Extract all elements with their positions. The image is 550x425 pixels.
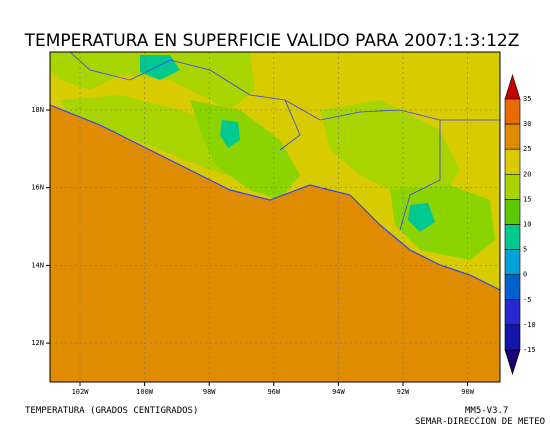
map-title: TEMPERATURA EN SUPERFICIE VALIDO PARA 20… [24,31,520,51]
lat-label: 16N [31,184,44,192]
lon-label: 92W [397,388,410,396]
colorbar-label: -5 [523,296,531,304]
colorbar-label: 25 [523,145,531,153]
colorbar-segment [504,123,521,150]
map-field [50,52,500,382]
colorbar-segment [504,148,521,175]
graticule [50,52,500,382]
colorbar-label: 0 [523,271,527,279]
colorbar-label: 10 [523,221,531,229]
map-frame [49,51,501,383]
lat-label: 18N [31,106,44,114]
colorbar-segment [504,224,521,250]
colorbar-segment [504,174,521,200]
colorbar-segment [504,249,521,276]
model-label: MM5-V3.7 [465,406,508,416]
colorbar: 35 30 25 20 15 10 5 0 -5 -10 -15 [504,73,536,376]
colorbar-label: 15 [523,195,531,203]
lon-label: 96W [267,388,280,396]
lon-label: 90W [461,388,474,396]
lat-label: 12N [31,339,44,347]
colorbar-segment [504,98,521,125]
colorbar-cap [504,73,521,100]
colorbar-label: -10 [523,321,536,329]
colorbar-label: 20 [523,170,531,178]
colorbar-label: 35 [523,95,531,103]
source-label: SEMAR-DIRECCION DE METEO [415,417,545,425]
colorbar-segment [504,299,521,326]
colorbar-cap [504,349,521,376]
colorbar-label: 30 [523,120,531,128]
lon-label: 100W [136,388,154,396]
colorbar-label: 5 [523,246,527,254]
lat-label: 14N [31,261,44,269]
colorbar-segment [504,199,521,225]
colorbar-segment [504,274,521,301]
colorbar-label: -15 [523,346,536,354]
lon-label: 94W [332,388,345,396]
variable-label: TEMPERATURA (GRADOS CENTIGRADOS) [25,406,198,416]
colorbar-segment [504,324,521,351]
lon-label: 102W [72,388,90,396]
lon-label: 98W [203,388,216,396]
